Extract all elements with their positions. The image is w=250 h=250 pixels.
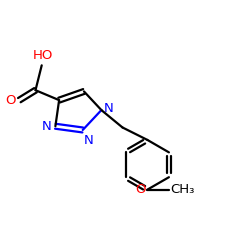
Text: O: O — [135, 183, 145, 196]
Text: N: N — [42, 120, 52, 133]
Text: CH₃: CH₃ — [170, 183, 195, 196]
Text: N: N — [84, 134, 94, 147]
Text: HO: HO — [33, 48, 53, 62]
Text: N: N — [104, 102, 114, 115]
Text: O: O — [5, 94, 15, 107]
